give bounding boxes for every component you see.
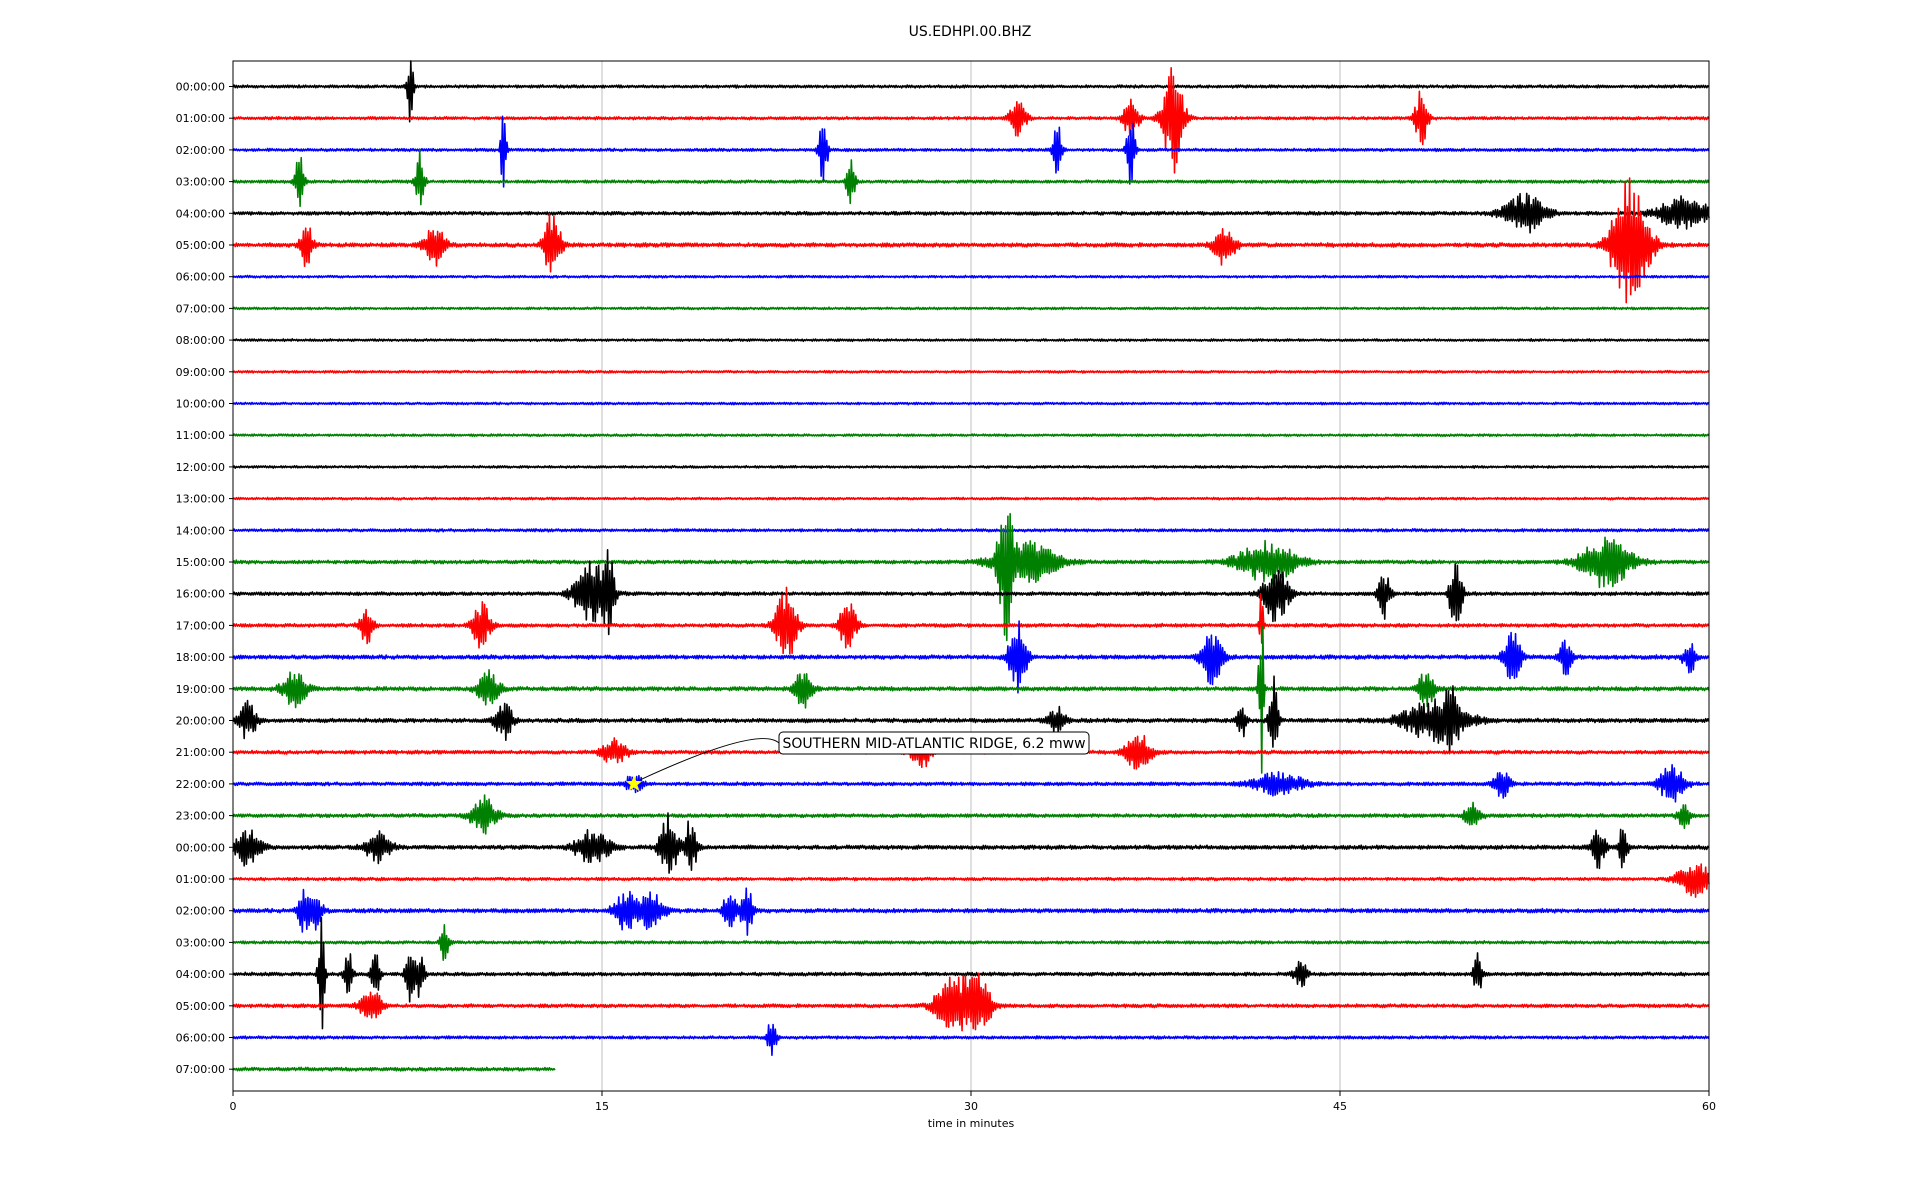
x-tick-label-15: 15 xyxy=(595,1100,609,1113)
y-tick-label-16: 16:00:00 xyxy=(176,588,225,601)
trace-22 xyxy=(232,763,1710,803)
y-tick-label-6: 06:00:00 xyxy=(176,271,225,284)
trace-20 xyxy=(232,675,1710,755)
y-tick-label-24: 00:00:00 xyxy=(176,841,225,854)
y-tick-label-4: 04:00:00 xyxy=(176,207,225,220)
trace-3 xyxy=(232,148,1710,208)
y-tick-label-31: 07:00:00 xyxy=(176,1063,225,1076)
trace-13 xyxy=(232,496,1710,501)
trace-15 xyxy=(232,512,1710,642)
trace-27 xyxy=(232,924,1710,961)
event-annotation: SOUTHERN MID-ATLANTIC RIDGE, 6.2 mww xyxy=(625,731,1090,791)
y-tick-label-14: 14:00:00 xyxy=(176,524,225,537)
y-tick-label-1: 01:00:00 xyxy=(176,112,225,125)
trace-23 xyxy=(232,794,1710,835)
trace-28 xyxy=(232,916,1710,1030)
trace-25 xyxy=(232,863,1710,898)
y-tick-label-2: 02:00:00 xyxy=(176,144,225,157)
trace-11 xyxy=(232,433,1710,438)
x-tick-label-0: 0 xyxy=(230,1100,237,1113)
y-tick-label-25: 01:00:00 xyxy=(176,873,225,886)
y-tick-label-26: 02:00:00 xyxy=(176,905,225,918)
y-tick-label-0: 00:00:00 xyxy=(176,81,225,94)
grid-lines xyxy=(601,61,1341,1091)
y-tick-label-8: 08:00:00 xyxy=(176,334,225,347)
x-tick-label-45: 45 xyxy=(1333,1100,1347,1113)
annotation-arrow xyxy=(639,738,780,781)
y-tick-label-27: 03:00:00 xyxy=(176,936,225,949)
traces xyxy=(232,60,1710,1072)
y-tick-label-20: 20:00:00 xyxy=(176,715,225,728)
x-ticks: 0 15 30 45 60 xyxy=(230,1091,1716,1113)
trace-24 xyxy=(232,812,1710,874)
trace-29 xyxy=(232,972,1710,1032)
trace-30 xyxy=(232,1023,1710,1056)
trace-16 xyxy=(232,549,1710,636)
x-tick-label-60: 60 xyxy=(1702,1100,1716,1113)
trace-4 xyxy=(232,192,1710,234)
y-tick-label-12: 12:00:00 xyxy=(176,461,225,474)
y-tick-label-23: 23:00:00 xyxy=(176,810,225,823)
trace-8 xyxy=(232,338,1710,343)
y-tick-label-15: 15:00:00 xyxy=(176,556,225,569)
trace-14 xyxy=(232,527,1710,533)
trace-1 xyxy=(232,67,1710,174)
y-tick-label-10: 10:00:00 xyxy=(176,398,225,411)
y-tick-label-9: 09:00:00 xyxy=(176,366,225,379)
y-tick-label-7: 07:00:00 xyxy=(176,302,225,315)
y-tick-label-5: 05:00:00 xyxy=(176,239,225,252)
trace-17 xyxy=(232,586,1710,655)
trace-6 xyxy=(232,274,1710,279)
x-tick-label-30: 30 xyxy=(964,1100,978,1113)
annotation-box xyxy=(778,731,1090,755)
y-tick-label-22: 22:00:00 xyxy=(176,778,225,791)
trace-19 xyxy=(232,625,1710,774)
y-tick-label-21: 21:00:00 xyxy=(176,746,225,759)
trace-0 xyxy=(232,60,1710,123)
trace-12 xyxy=(232,464,1710,469)
y-tick-label-18: 18:00:00 xyxy=(176,651,225,664)
trace-9 xyxy=(232,369,1710,374)
y-tick-label-30: 06:00:00 xyxy=(176,1032,225,1045)
y-tick-label-19: 19:00:00 xyxy=(176,683,225,696)
y-tick-label-17: 17:00:00 xyxy=(176,619,225,632)
y-tick-label-29: 05:00:00 xyxy=(176,1000,225,1013)
trace-5 xyxy=(232,177,1710,304)
chart-title: US.EDHPI.00.BHZ xyxy=(909,24,1032,40)
y-tick-label-3: 03:00:00 xyxy=(176,176,225,189)
y-tick-label-11: 11:00:00 xyxy=(176,429,225,442)
trace-7 xyxy=(232,306,1710,311)
y-tick-labels: 00:00:00 01:00:00 02:00:00 03:00:00 04:00:00… xyxy=(176,81,233,1076)
y-tick-label-13: 13:00:00 xyxy=(176,493,225,506)
annotation-text: SOUTHERN MID-ATLANTIC RIDGE, 6.2 mww xyxy=(782,736,1085,752)
trace-10 xyxy=(232,401,1710,406)
trace-31 xyxy=(232,1066,556,1072)
x-axis-label: time in minutes xyxy=(928,1117,1015,1130)
trace-2 xyxy=(232,115,1710,188)
event-star-marker xyxy=(625,775,643,791)
trace-18 xyxy=(232,620,1710,694)
y-tick-label-28: 04:00:00 xyxy=(176,968,225,981)
trace-26 xyxy=(232,887,1710,936)
